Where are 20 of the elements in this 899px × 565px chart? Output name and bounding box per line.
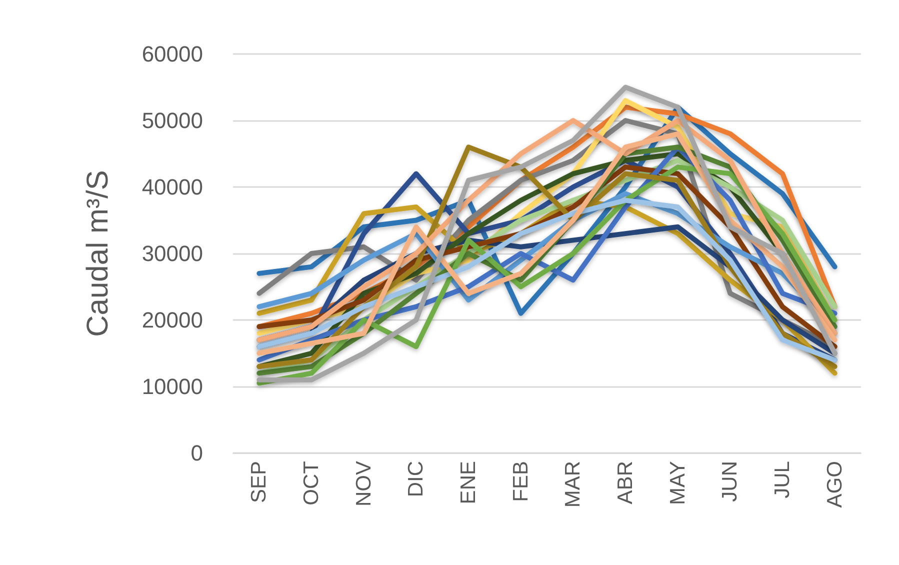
x-tick-label: AGO — [823, 461, 846, 508]
x-tick-label: OCT — [300, 460, 323, 506]
x-tick-label: NOV — [352, 461, 376, 507]
y-tick-label: 50000 — [142, 108, 203, 133]
x-tick-label: ENE — [457, 461, 480, 504]
x-tick-label: JUL — [771, 461, 794, 498]
x-tick-label: MAR — [562, 461, 585, 508]
y-tick-label: 0 — [190, 440, 203, 466]
x-tick-label: ABR — [614, 461, 637, 504]
y-tick-label: 60000 — [142, 42, 203, 66]
x-tick-label: FEB — [509, 461, 532, 502]
y-tick-label: 10000 — [142, 374, 203, 399]
y-tick-label: 40000 — [142, 174, 203, 200]
x-tick-label: DIC — [404, 461, 428, 498]
x-tick-label: JUN — [718, 461, 742, 502]
y-axis-title: Caudal m³/S — [82, 170, 114, 337]
x-tick-label: MAY — [666, 461, 690, 505]
y-tick-label: 30000 — [142, 241, 203, 266]
x-tick-label: SEP — [248, 461, 271, 504]
y-tick-label: 20000 — [142, 308, 203, 332]
